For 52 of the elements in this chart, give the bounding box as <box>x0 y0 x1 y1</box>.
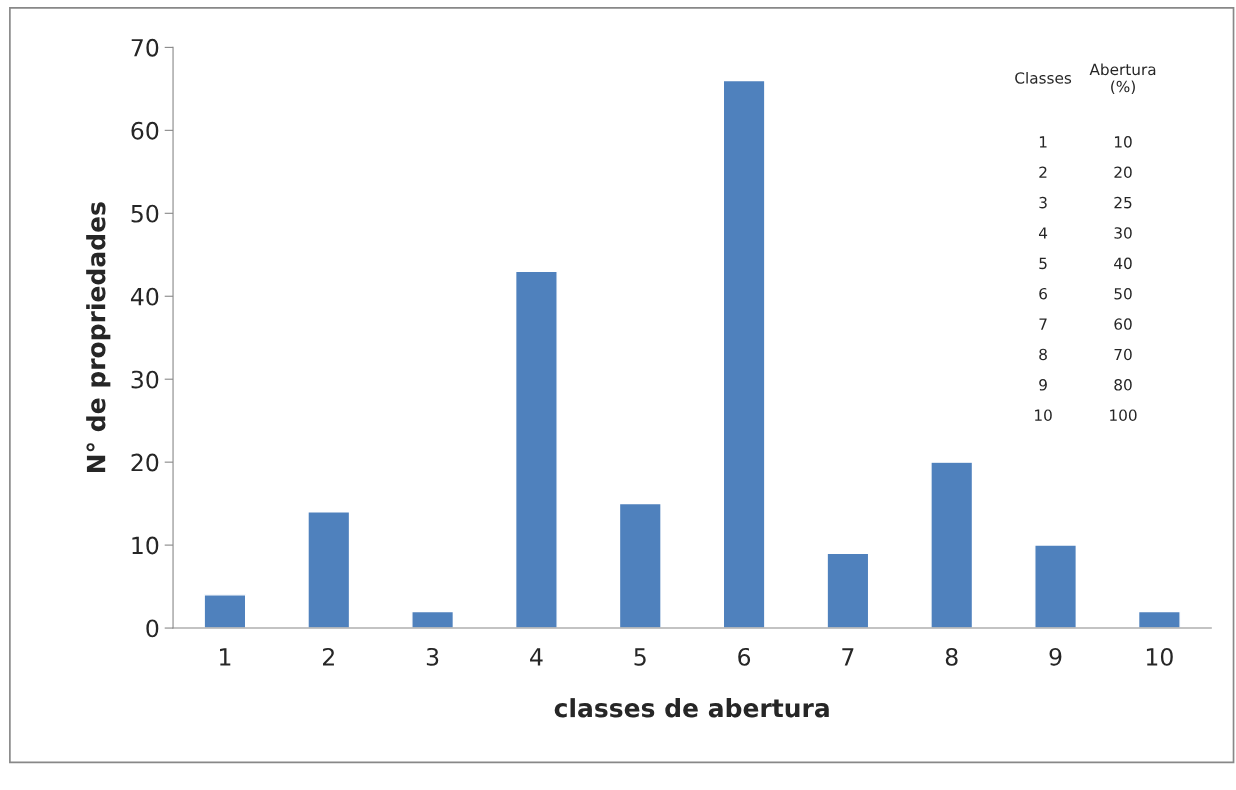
bar <box>514 270 558 629</box>
x-tick-label: 9 <box>1049 647 1062 666</box>
x-tick-label: 4 <box>530 648 543 666</box>
annotation: 1 <box>1039 136 1047 148</box>
annotation: 2 <box>1039 166 1047 178</box>
annotation: 8 <box>1039 348 1047 361</box>
y-tick-label: 40 <box>130 287 159 306</box>
annotation: 20 <box>1114 166 1132 179</box>
bar <box>203 594 247 629</box>
bar <box>1137 610 1181 629</box>
x-axis-title: classes de abertura <box>554 698 829 718</box>
annotation: 60 <box>1114 318 1132 330</box>
annotation: 80 <box>1114 379 1132 391</box>
annotation: 3 <box>1039 196 1047 209</box>
bar <box>722 79 766 629</box>
bar <box>930 461 974 629</box>
annotation: 30 <box>1114 227 1132 239</box>
annotation: 70 <box>1114 348 1132 361</box>
x-tick-label: 6 <box>738 647 751 666</box>
annotation: 9 <box>1039 379 1047 391</box>
annotation: 10 <box>1114 136 1132 148</box>
annotation: 6 <box>1039 287 1047 300</box>
annotation: 100 <box>1110 409 1137 421</box>
x-tick-label: 8 <box>945 647 958 666</box>
y-tick-label: 10 <box>132 536 159 555</box>
annotation: 4 <box>1038 227 1048 239</box>
y-tick-label: 60 <box>131 121 159 140</box>
bar <box>1034 544 1078 629</box>
y-tick-label: 70 <box>131 38 159 57</box>
annotation: Classes <box>1015 71 1072 84</box>
x-tick-label: 7 <box>842 648 854 666</box>
x-tick-label: 1 <box>220 648 231 666</box>
annotation: 50 <box>1114 287 1132 300</box>
bar <box>411 610 455 629</box>
annotation: Abertura (%) <box>1089 63 1156 95</box>
y-axis-title: N° de propriedades <box>86 202 111 473</box>
y-tick-label: 20 <box>131 453 159 472</box>
annotation: 40 <box>1114 257 1132 270</box>
x-tick-label: 3 <box>426 647 439 666</box>
y-tick-label: 50 <box>131 204 159 223</box>
bar <box>826 552 870 629</box>
annotation: 7 <box>1039 318 1047 330</box>
annotation: 25 <box>1114 196 1132 209</box>
bar <box>307 511 351 629</box>
y-tick-label: 0 <box>146 619 159 638</box>
x-tick-label: 10 <box>1146 647 1173 666</box>
annotation: 5 <box>1039 257 1047 270</box>
bar <box>618 502 662 629</box>
y-tick-label: 30 <box>131 370 159 389</box>
x-tick-label: 5 <box>634 648 646 666</box>
x-tick-label: 2 <box>322 647 334 666</box>
annotation: 10 <box>1035 409 1052 421</box>
